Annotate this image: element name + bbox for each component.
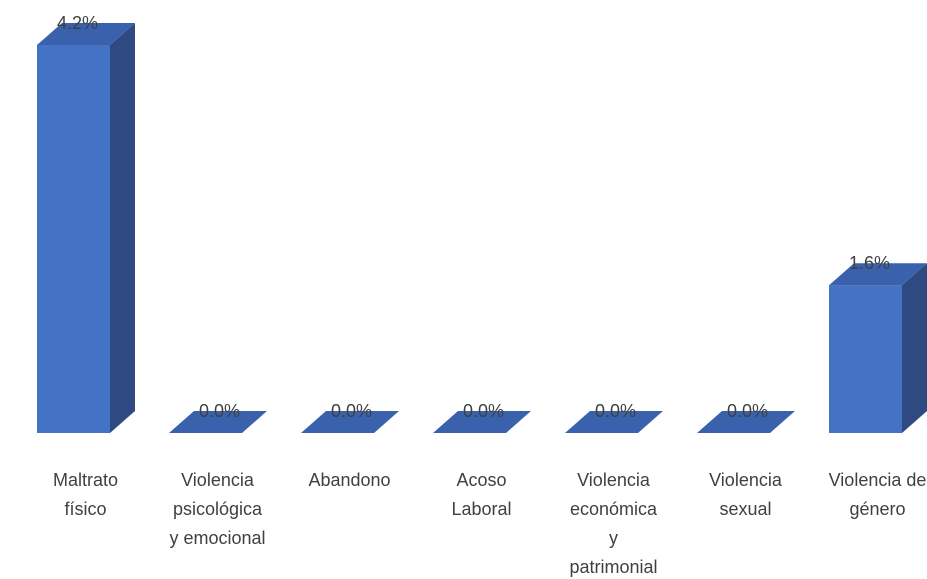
category-labels-group: Maltrato físico Violencia psicológica y emoc… [53, 470, 926, 577]
category-label: Maltrato físico [53, 470, 118, 519]
bar-7 [829, 263, 927, 433]
category-label: Violencia psicológica y emocional [169, 470, 265, 548]
bar-top [829, 263, 927, 286]
category-label-line: patrimonial [569, 557, 657, 577]
category-label: Violencia sexual [709, 470, 783, 519]
bar-top [301, 411, 399, 433]
category-label-line: sexual [719, 499, 771, 519]
bar-3 [301, 411, 399, 433]
bar-top [169, 411, 267, 433]
category-label: Acoso Laboral [451, 470, 511, 519]
data-label: 0.0% [727, 401, 768, 421]
data-labels-group: 4.2% 0.0% 0.0% 0.0% 0.0% 0.0% 1.6% [57, 13, 890, 421]
data-label: 0.0% [199, 401, 240, 421]
bar-front [829, 285, 902, 433]
bars-group [37, 23, 927, 433]
bar-6 [697, 411, 795, 433]
bar-1 [37, 23, 135, 433]
data-label: 0.0% [331, 401, 372, 421]
category-label-line: físico [64, 499, 106, 519]
category-label-line: Violencia [181, 470, 255, 490]
data-label: 0.0% [463, 401, 504, 421]
bar-side [902, 263, 927, 433]
category-label: Abandono [308, 470, 390, 490]
bar-top [433, 411, 531, 433]
category-label-line: Laboral [451, 499, 511, 519]
category-label: Violencia de género [829, 470, 927, 519]
category-label-line: y [609, 528, 618, 548]
bar-side [110, 23, 135, 433]
category-label-line: Maltrato [53, 470, 118, 490]
category-label-line: Violencia de [829, 470, 927, 490]
category-label-line: Violencia [709, 470, 783, 490]
bar-top [565, 411, 663, 433]
bar-4 [433, 411, 531, 433]
data-label: 4.2% [57, 13, 98, 33]
bar-top [697, 411, 795, 433]
category-label-line: Abandono [308, 470, 390, 490]
category-label: Violencia económica y patrimonial [569, 470, 658, 577]
category-label-line: psicológica [173, 499, 263, 519]
category-label-line: y emocional [169, 528, 265, 548]
bar-2 [169, 411, 267, 433]
data-label: 0.0% [595, 401, 636, 421]
bar-front [37, 45, 110, 433]
category-label-line: Violencia [577, 470, 651, 490]
data-label: 1.6% [849, 253, 890, 273]
category-label-line: género [849, 499, 905, 519]
category-label-line: económica [570, 499, 658, 519]
bar-top [37, 23, 135, 45]
bar-5 [565, 411, 663, 433]
category-label-line: Acoso [456, 470, 506, 490]
